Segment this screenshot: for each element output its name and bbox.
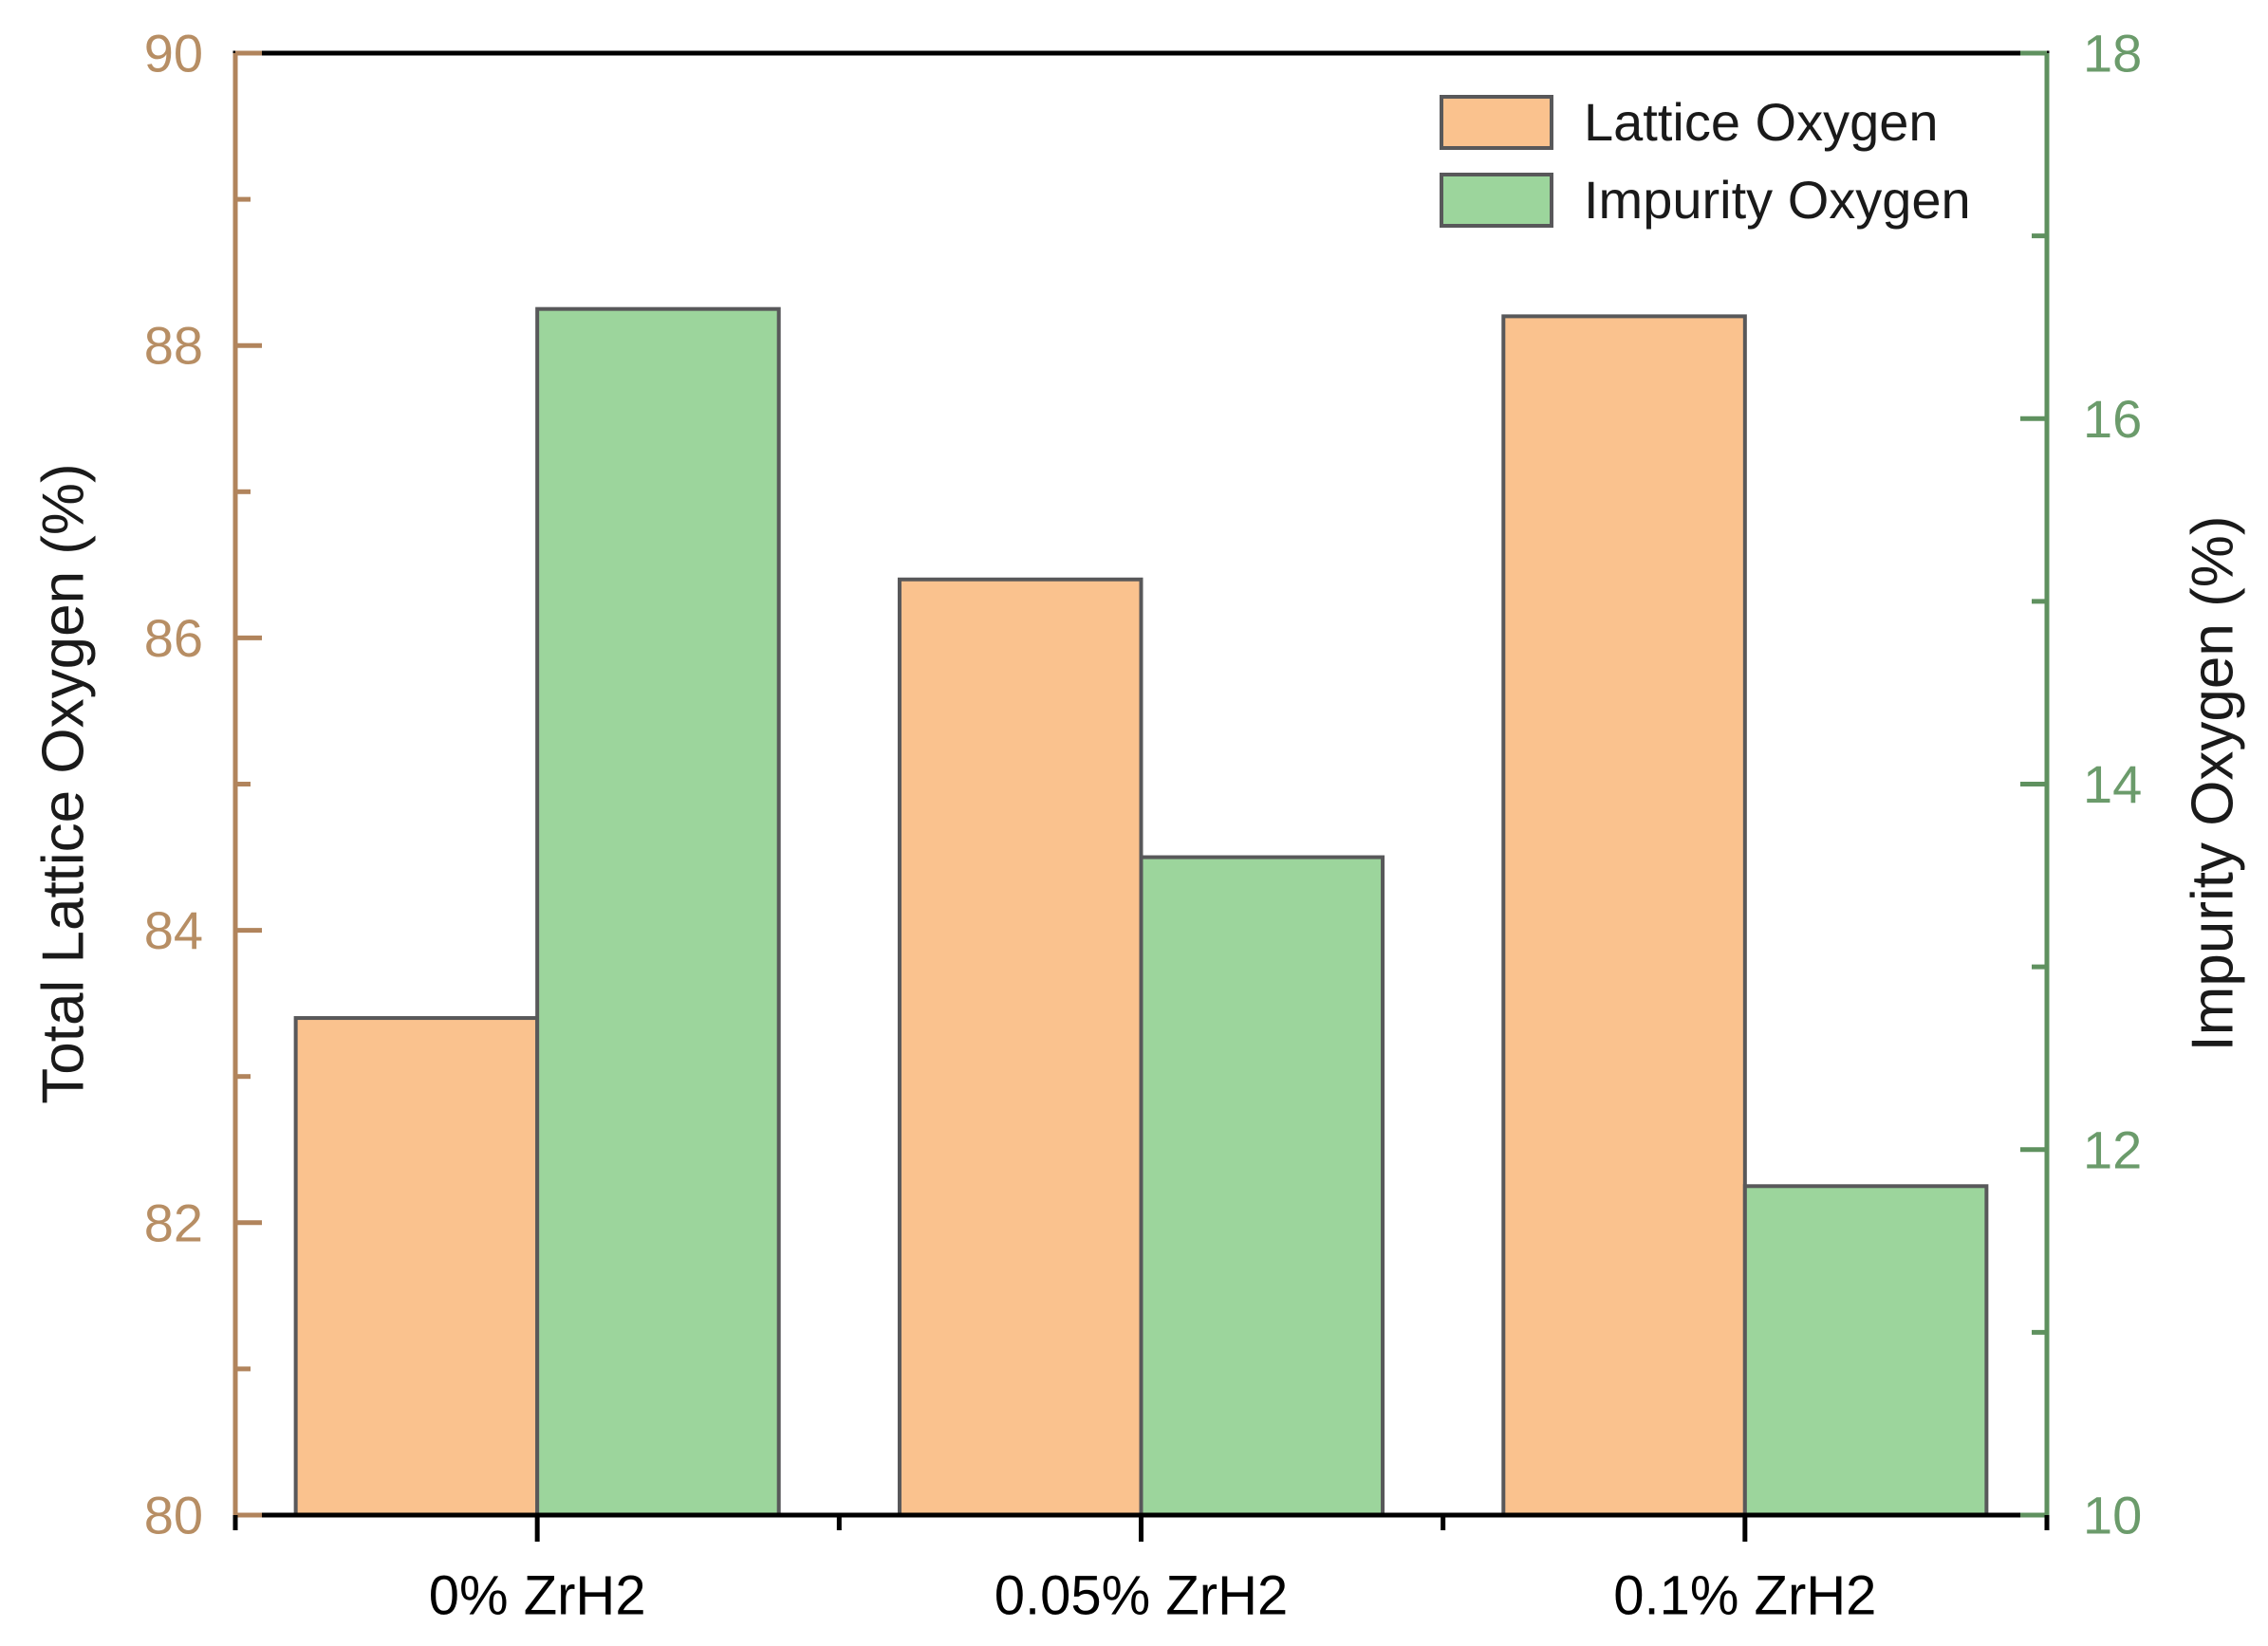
bar-impurity-oxygen-0	[535, 306, 781, 1517]
right-axis-ticks: 10 12 14 16 18	[2020, 24, 2142, 1545]
bar-lattice-oxygen-0	[293, 1016, 540, 1518]
x-axis-category-label: 0.05% ZrH2	[995, 1565, 1288, 1627]
bar-impurity-oxygen-1	[1139, 855, 1385, 1517]
bar-lattice-oxygen-2	[1501, 314, 1747, 1517]
legend-label-impurity-oxygen: Impurity Oxygen	[1584, 170, 1971, 230]
left-axis-tick-label: 82	[144, 1193, 203, 1252]
left-axis-tick-label: 86	[144, 608, 203, 668]
left-axis-tick-label: 88	[144, 316, 203, 376]
left-axis-tick-label: 80	[144, 1486, 203, 1545]
x-axis-category-label: 0% ZrH2	[429, 1565, 646, 1627]
legend-row-impurity-oxygen: Impurity Oxygen	[1440, 173, 1971, 228]
right-axis-tick-label: 18	[2083, 24, 2142, 83]
right-axis-tick-label: 16	[2083, 389, 2142, 449]
left-axis-tick-label: 84	[144, 900, 203, 960]
legend-swatch-impurity-oxygen	[1440, 173, 1553, 228]
legend-row-lattice-oxygen: Lattice Oxygen	[1440, 95, 1971, 150]
x-axis-category-label: 0.1% ZrH2	[1613, 1565, 1876, 1627]
right-axis-tick-label: 12	[2083, 1119, 2142, 1179]
legend-label-lattice-oxygen: Lattice Oxygen	[1584, 92, 1939, 152]
bar-lattice-oxygen-1	[897, 577, 1143, 1517]
legend-swatch-lattice-oxygen	[1440, 95, 1553, 150]
left-axis-title: Total Lattice Oxygen (%)	[30, 463, 97, 1104]
left-axis-tick-label: 90	[144, 24, 203, 83]
legend: Lattice Oxygen Impurity Oxygen	[1440, 95, 1971, 228]
bar-impurity-oxygen-2	[1742, 1184, 1989, 1518]
x-axis-ticks: 0% ZrH2 0.05% ZrH2 0.1% ZrH2	[232, 1515, 2050, 1627]
left-axis-ticks: 80 82 84 86 88 90	[144, 24, 262, 1545]
right-axis-tick-label: 10	[2083, 1486, 2142, 1545]
bars-group	[293, 306, 1989, 1518]
right-axis-tick-label: 14	[2083, 754, 2142, 814]
right-axis-title: Impurity Oxygen (%)	[2180, 515, 2246, 1052]
